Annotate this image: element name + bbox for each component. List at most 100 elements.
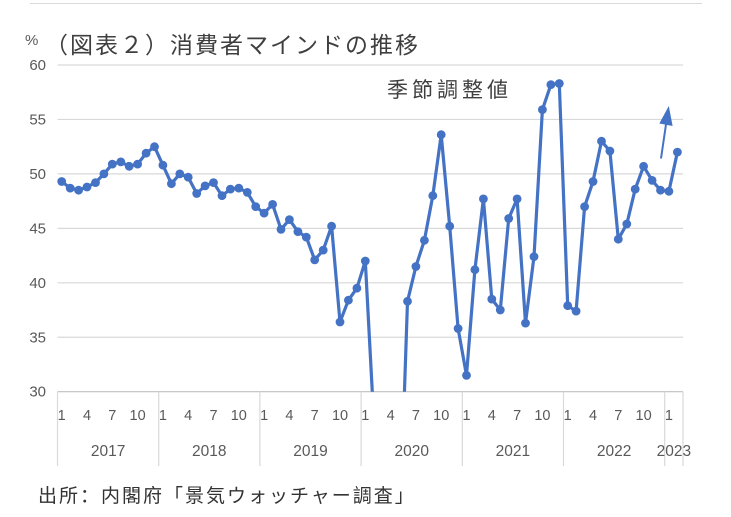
data-point-marker — [529, 252, 539, 262]
data-point-marker — [107, 159, 117, 169]
data-point-marker — [597, 136, 606, 146]
data-point-marker — [167, 179, 176, 189]
data-point-marker — [217, 191, 227, 201]
x-month-tick-label: 4 — [184, 408, 192, 424]
data-point-marker — [242, 188, 252, 197]
data-point-marker — [209, 178, 218, 188]
data-point-marker — [175, 169, 185, 179]
x-year-label: 2018 — [192, 443, 226, 460]
data-point-marker — [327, 221, 336, 231]
data-point-marker — [462, 371, 471, 380]
data-point-marker — [150, 142, 159, 152]
data-point-marker — [352, 283, 362, 293]
trend-arrow-shaft — [660, 122, 668, 159]
data-point-marker — [504, 214, 514, 223]
x-month-tick-label: 4 — [83, 408, 91, 424]
data-point-marker — [613, 234, 623, 244]
data-point-marker — [495, 305, 505, 315]
data-point-marker — [554, 79, 564, 88]
data-point-marker — [622, 219, 632, 229]
data-point-marker — [647, 176, 657, 185]
x-month-tick-label: 4 — [589, 408, 597, 424]
data-point-marker — [538, 105, 547, 114]
x-month-tick-label: 10 — [534, 408, 550, 424]
data-point-marker — [200, 181, 210, 191]
data-point-marker — [57, 177, 67, 186]
series-group — [57, 79, 682, 425]
x-month-tick-label: 10 — [433, 408, 449, 424]
data-point-marker — [234, 183, 244, 193]
data-point-marker — [360, 256, 370, 266]
data-point-marker — [124, 161, 134, 171]
x-month-tick-label: 1 — [58, 408, 66, 424]
data-point-marker — [65, 183, 75, 193]
y-axis-unit-label: % — [25, 32, 39, 49]
data-point-marker — [420, 235, 429, 245]
x-month-tick-label: 1 — [665, 408, 673, 424]
y-tick-label: 40 — [29, 275, 46, 292]
x-year-label: 2019 — [293, 443, 327, 460]
data-point-marker — [664, 186, 674, 196]
x-month-tick-label: 4 — [285, 408, 293, 424]
x-year-label: 2023 — [657, 443, 691, 460]
data-point-marker — [226, 184, 235, 194]
x-month-tick-label: 4 — [387, 408, 395, 424]
data-point-marker — [82, 182, 92, 192]
data-point-marker — [259, 208, 269, 218]
data-point-marker — [310, 255, 320, 265]
data-point-marker — [436, 130, 446, 140]
data-point-marker — [276, 225, 286, 234]
x-year-label: 2020 — [394, 443, 429, 460]
data-point-marker — [630, 184, 640, 194]
data-point-marker — [99, 169, 109, 179]
data-point-marker — [571, 306, 581, 316]
data-point-marker — [512, 194, 522, 204]
data-point-marker — [251, 202, 261, 212]
x-year-label: 2022 — [597, 443, 631, 460]
data-point-marker — [301, 232, 311, 242]
x-month-tick-label: 7 — [209, 408, 217, 424]
trend-up-arrow — [659, 106, 673, 159]
x-month-tick-label: 10 — [130, 408, 146, 424]
y-tick-label: 50 — [29, 166, 46, 183]
trend-arrow-head — [659, 106, 673, 126]
x-month-tick-label: 1 — [564, 408, 572, 424]
x-year-label: 2017 — [91, 443, 125, 460]
data-point-marker — [470, 265, 480, 275]
y-tick-label: 30 — [29, 384, 46, 401]
x-month-tick-label: 1 — [361, 408, 369, 424]
data-point-marker — [183, 172, 193, 182]
data-point-marker — [546, 80, 556, 89]
data-point-marker — [580, 202, 589, 212]
y-tick-label: 55 — [29, 111, 46, 128]
x-month-tick-label: 7 — [108, 408, 116, 424]
y-tick-label: 45 — [29, 220, 46, 237]
x-month-tick-label: 1 — [159, 408, 167, 424]
data-point-marker — [656, 185, 665, 195]
data-point-marker — [639, 161, 648, 171]
data-point-marker — [487, 294, 497, 304]
x-month-tick-label: 10 — [231, 408, 247, 424]
data-point-marker — [141, 148, 151, 158]
data-point-marker — [293, 227, 303, 237]
x-month-tick-label: 7 — [614, 408, 622, 424]
x-month-tick-label: 7 — [412, 408, 420, 424]
data-point-marker — [369, 416, 378, 425]
data-point-marker — [318, 245, 328, 255]
x-month-tick-label: 4 — [488, 408, 496, 424]
x-year-label: 2021 — [496, 443, 530, 460]
data-point-marker — [521, 318, 530, 328]
x-month-tick-label: 10 — [636, 408, 652, 424]
data-point-marker — [428, 191, 438, 201]
data-point-marker — [411, 262, 421, 271]
chart-title: （図表２）消費者マインドの推移 — [45, 32, 420, 58]
data-point-marker — [445, 221, 455, 231]
data-point-marker — [563, 301, 573, 311]
x-month-tick-label: 7 — [513, 408, 521, 424]
data-point-marker — [588, 177, 598, 186]
x-month-tick-label: 1 — [260, 408, 268, 424]
seasonal-adjustment-annotation: 季節調整値 — [387, 79, 512, 102]
data-point-marker — [74, 185, 83, 195]
